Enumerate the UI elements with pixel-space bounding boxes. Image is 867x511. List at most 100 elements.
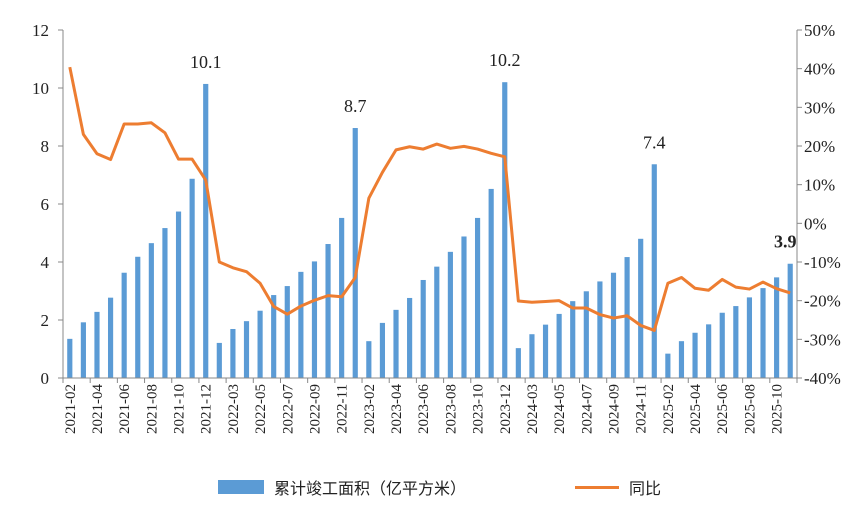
- bar-2025-09[interactable]: [760, 288, 766, 378]
- bar-2025-05[interactable]: [706, 324, 712, 378]
- bar-2024-09[interactable]: [610, 272, 617, 378]
- bar-2022-05[interactable]: [257, 310, 263, 378]
- bar-2025-02[interactable]: [665, 353, 671, 378]
- x-tick-label: 2024-05: [552, 384, 568, 434]
- bar-2023-12[interactable]: [502, 82, 508, 378]
- bar-2025-10[interactable]: [774, 277, 780, 378]
- data-label-2023-12: 10.2: [489, 50, 521, 70]
- x-tick-label: 2021-10: [172, 384, 188, 434]
- bar-2024-08[interactable]: [597, 281, 603, 378]
- x-tick-label: 2021-02: [63, 384, 79, 434]
- legend-item-bar[interactable]: 累计竣工面积（亿平方米）: [218, 472, 466, 502]
- x-tick-label: 2025-06: [715, 384, 731, 434]
- bar-2021-10[interactable]: [175, 211, 182, 378]
- bar-2021-04[interactable]: [94, 311, 100, 378]
- bar-2021-09[interactable]: [162, 228, 168, 378]
- bar-2023-07[interactable]: [434, 266, 440, 378]
- x-tick-label: 2023-06: [416, 384, 432, 434]
- left-tick-label: 2: [41, 311, 50, 330]
- x-tick-label: 2023-08: [443, 384, 459, 434]
- x-tick-label: 2022-03: [226, 384, 242, 434]
- bar-2021-11[interactable]: [189, 178, 195, 378]
- bar-2022-06[interactable]: [271, 295, 277, 378]
- legend-item-line[interactable]: 同比: [575, 472, 661, 502]
- bar-2024-06[interactable]: [570, 301, 576, 378]
- labels-layer: 10.1 8.7 10.2 7.4 3.9: [190, 50, 796, 252]
- x-tick-label: 2024-11: [634, 384, 650, 433]
- x-tick-label: 2024-07: [579, 384, 595, 434]
- x-tick-label: 2025-08: [742, 384, 758, 434]
- right-tick-label: 10%: [804, 176, 835, 195]
- bar-2022-02[interactable]: [216, 342, 222, 378]
- x-tick-label: 2022-11: [335, 384, 351, 433]
- bar-2023-06[interactable]: [420, 279, 426, 378]
- bar-2024-03[interactable]: [529, 334, 535, 378]
- bar-2023-09[interactable]: [461, 236, 467, 378]
- right-tick-label: -40%: [804, 369, 841, 388]
- data-label-2021-12: 10.1: [190, 52, 222, 72]
- data-label-2024-12: 7.4: [643, 132, 666, 152]
- bar-2022-03[interactable]: [230, 328, 236, 378]
- bar-2024-04[interactable]: [542, 324, 549, 378]
- bar-2022-10[interactable]: [325, 244, 331, 378]
- x-tick-label: 2024-09: [607, 384, 623, 434]
- line-layer: [68, 66, 791, 332]
- legend: 累计竣工面积（亿平方米） 同比: [0, 472, 867, 502]
- x-tick-label: 2023-12: [498, 384, 514, 434]
- bar-2021-02[interactable]: [67, 338, 73, 378]
- x-tick-label: 2021-08: [144, 384, 160, 434]
- x-tick-label: 2022-09: [307, 384, 323, 434]
- bars-layer: [67, 82, 793, 378]
- bar-2024-02[interactable]: [515, 348, 521, 378]
- bar-2021-12[interactable]: [203, 83, 209, 378]
- bar-2021-07[interactable]: [135, 256, 141, 378]
- bar-2021-03[interactable]: [80, 322, 86, 378]
- x-tick-label: 2021-12: [199, 384, 215, 434]
- bar-2024-05[interactable]: [556, 313, 562, 378]
- right-tick-label: 30%: [804, 98, 835, 117]
- legend-line-swatch: [575, 485, 619, 489]
- bar-2024-12[interactable]: [651, 164, 657, 378]
- bar-2022-08[interactable]: [298, 271, 304, 378]
- left-tick-label: 0: [41, 369, 50, 388]
- bar-2022-07[interactable]: [284, 286, 290, 378]
- left-tick-label: 4: [41, 253, 50, 272]
- bar-2023-05[interactable]: [407, 297, 413, 378]
- bar-2025-03[interactable]: [678, 341, 685, 378]
- bar-2021-06[interactable]: [121, 272, 127, 378]
- left-tick-label: 6: [41, 195, 50, 214]
- left-tick-label: 12: [32, 21, 49, 40]
- left-tick-label: 8: [41, 137, 50, 156]
- bar-2022-12[interactable]: [352, 128, 358, 378]
- axes-layer: 0 2 4 6 8 10 12 -40% -30% -20% -10% 0% 10% 20% 30% 40% 5…: [32, 21, 841, 434]
- x-tick-label: 2025-10: [770, 384, 786, 434]
- bar-2023-03[interactable]: [379, 322, 386, 378]
- line-series-yoy[interactable]: [68, 66, 791, 332]
- bar-2021-05[interactable]: [107, 297, 114, 378]
- bar-2023-02[interactable]: [366, 341, 372, 378]
- bar-2021-08[interactable]: [148, 243, 154, 378]
- bar-2025-04[interactable]: [692, 332, 698, 378]
- bar-2025-08[interactable]: [746, 297, 753, 378]
- right-tick-label: 20%: [804, 137, 835, 156]
- bar-2024-11[interactable]: [638, 238, 644, 378]
- bar-2025-07[interactable]: [733, 306, 739, 378]
- left-tick-label: 10: [32, 79, 49, 98]
- bar-2022-04[interactable]: [243, 321, 250, 378]
- legend-line-label: 同比: [629, 479, 662, 498]
- data-label-2022-12: 8.7: [344, 96, 367, 116]
- bar-2023-10[interactable]: [474, 217, 481, 378]
- bar-2024-07[interactable]: [583, 291, 589, 378]
- bar-2025-11[interactable]: [787, 263, 793, 378]
- x-tick-label: 2023-10: [471, 384, 487, 434]
- x-tick-label: 2022-05: [253, 384, 269, 434]
- right-tick-label: 0%: [804, 214, 827, 233]
- bar-2023-11[interactable]: [488, 188, 494, 378]
- bar-2025-06[interactable]: [719, 312, 725, 378]
- bar-2023-04[interactable]: [393, 309, 399, 378]
- x-tick-label: 2023-04: [389, 384, 405, 434]
- bar-2023-08[interactable]: [447, 251, 453, 378]
- right-tick-label: -20%: [804, 292, 841, 311]
- right-tick-label: 50%: [804, 21, 835, 40]
- bar-2022-09[interactable]: [311, 261, 318, 378]
